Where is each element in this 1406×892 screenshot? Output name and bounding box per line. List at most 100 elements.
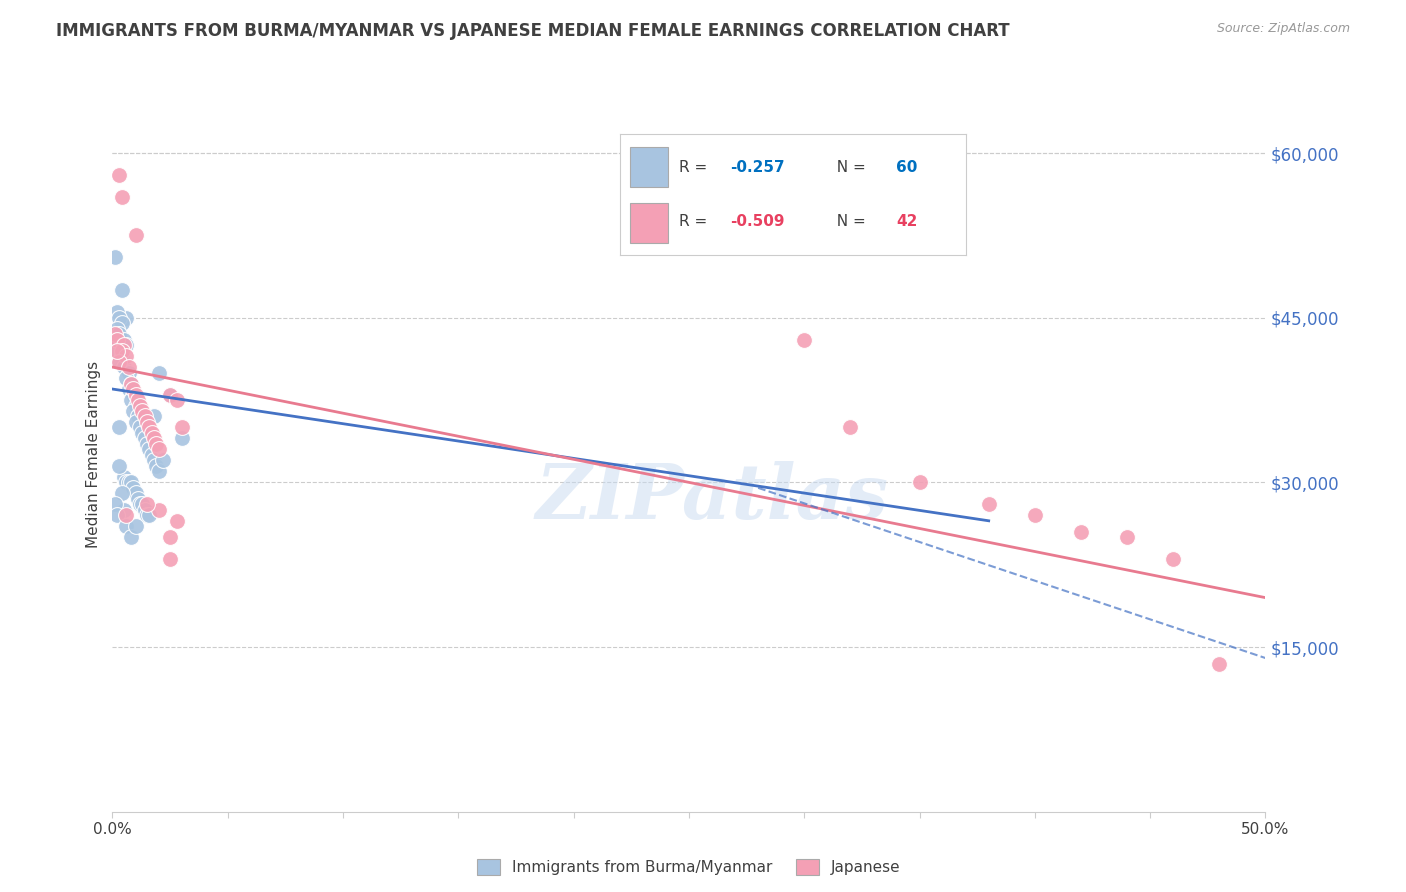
Point <box>108 354 131 368</box>
Point <box>159 387 181 401</box>
Point <box>159 552 181 566</box>
Point <box>112 360 135 375</box>
Point <box>112 503 135 517</box>
Point <box>105 343 128 358</box>
Point <box>159 530 181 544</box>
Point <box>127 409 149 424</box>
Point <box>127 392 149 407</box>
Point <box>148 366 170 380</box>
Point <box>112 338 135 352</box>
Point <box>138 420 160 434</box>
Point <box>908 475 931 490</box>
Point <box>143 453 166 467</box>
Point <box>793 333 815 347</box>
Point <box>115 519 138 533</box>
Point <box>115 349 138 363</box>
Point <box>166 392 188 407</box>
Point <box>108 354 131 368</box>
Point <box>105 343 128 358</box>
Point <box>977 497 1000 511</box>
Point <box>115 475 138 490</box>
Point <box>138 442 160 457</box>
Point <box>105 508 128 523</box>
Point <box>124 519 146 533</box>
Point <box>136 508 159 523</box>
Point <box>115 310 138 325</box>
Point <box>1208 657 1230 671</box>
Point <box>124 399 146 413</box>
Y-axis label: Median Female Earnings: Median Female Earnings <box>86 361 101 549</box>
Point <box>104 250 127 264</box>
Point <box>111 486 134 500</box>
Point <box>124 486 146 500</box>
Point <box>120 530 142 544</box>
Point <box>115 371 138 385</box>
Point <box>148 442 170 457</box>
Point <box>105 305 128 319</box>
Point <box>1116 530 1139 544</box>
Point <box>117 366 139 380</box>
Point <box>129 497 152 511</box>
Point <box>148 464 170 478</box>
Point <box>104 327 127 342</box>
Point <box>141 448 163 462</box>
Point <box>1161 552 1184 566</box>
Point <box>134 503 156 517</box>
Point <box>117 475 139 490</box>
Point <box>143 432 166 446</box>
Point <box>105 333 128 347</box>
Point <box>112 470 135 484</box>
Point <box>111 349 134 363</box>
Point <box>134 432 156 446</box>
Point <box>111 283 134 297</box>
Point <box>136 415 159 429</box>
Point <box>124 228 146 243</box>
Text: ZIPatlas: ZIPatlas <box>536 461 889 534</box>
Point <box>120 475 142 490</box>
Point <box>115 508 138 523</box>
Point <box>122 382 145 396</box>
Point <box>115 338 138 352</box>
Point <box>131 497 153 511</box>
Point <box>104 497 127 511</box>
Point <box>143 409 166 424</box>
Point <box>108 458 131 473</box>
Point <box>124 415 146 429</box>
Point <box>124 387 146 401</box>
Point <box>839 420 862 434</box>
Point <box>105 321 128 335</box>
Point <box>159 387 181 401</box>
Point <box>145 458 167 473</box>
Point <box>122 387 145 401</box>
Point <box>152 453 174 467</box>
Point <box>136 437 159 451</box>
Point <box>145 437 167 451</box>
Point <box>129 399 152 413</box>
Point <box>111 190 134 204</box>
Point <box>131 425 153 440</box>
Point <box>1024 508 1046 523</box>
Point <box>112 333 135 347</box>
Point <box>170 420 193 434</box>
Point <box>120 376 142 391</box>
Point <box>138 508 160 523</box>
Point <box>108 420 131 434</box>
Text: Source: ZipAtlas.com: Source: ZipAtlas.com <box>1216 22 1350 36</box>
Point <box>104 333 127 347</box>
Point <box>111 316 134 330</box>
Point <box>117 360 139 375</box>
Point <box>122 481 145 495</box>
Point <box>108 310 131 325</box>
Point <box>129 420 152 434</box>
Point <box>108 168 131 182</box>
Point <box>108 327 131 342</box>
Point <box>131 404 153 418</box>
Point <box>117 382 139 396</box>
Legend: Immigrants from Burma/Myanmar, Japanese: Immigrants from Burma/Myanmar, Japanese <box>470 851 908 882</box>
Point <box>127 491 149 506</box>
Point <box>166 514 188 528</box>
Point <box>148 503 170 517</box>
Point <box>134 409 156 424</box>
Point <box>111 343 134 358</box>
Text: IMMIGRANTS FROM BURMA/MYANMAR VS JAPANESE MEDIAN FEMALE EARNINGS CORRELATION CHA: IMMIGRANTS FROM BURMA/MYANMAR VS JAPANES… <box>56 22 1010 40</box>
